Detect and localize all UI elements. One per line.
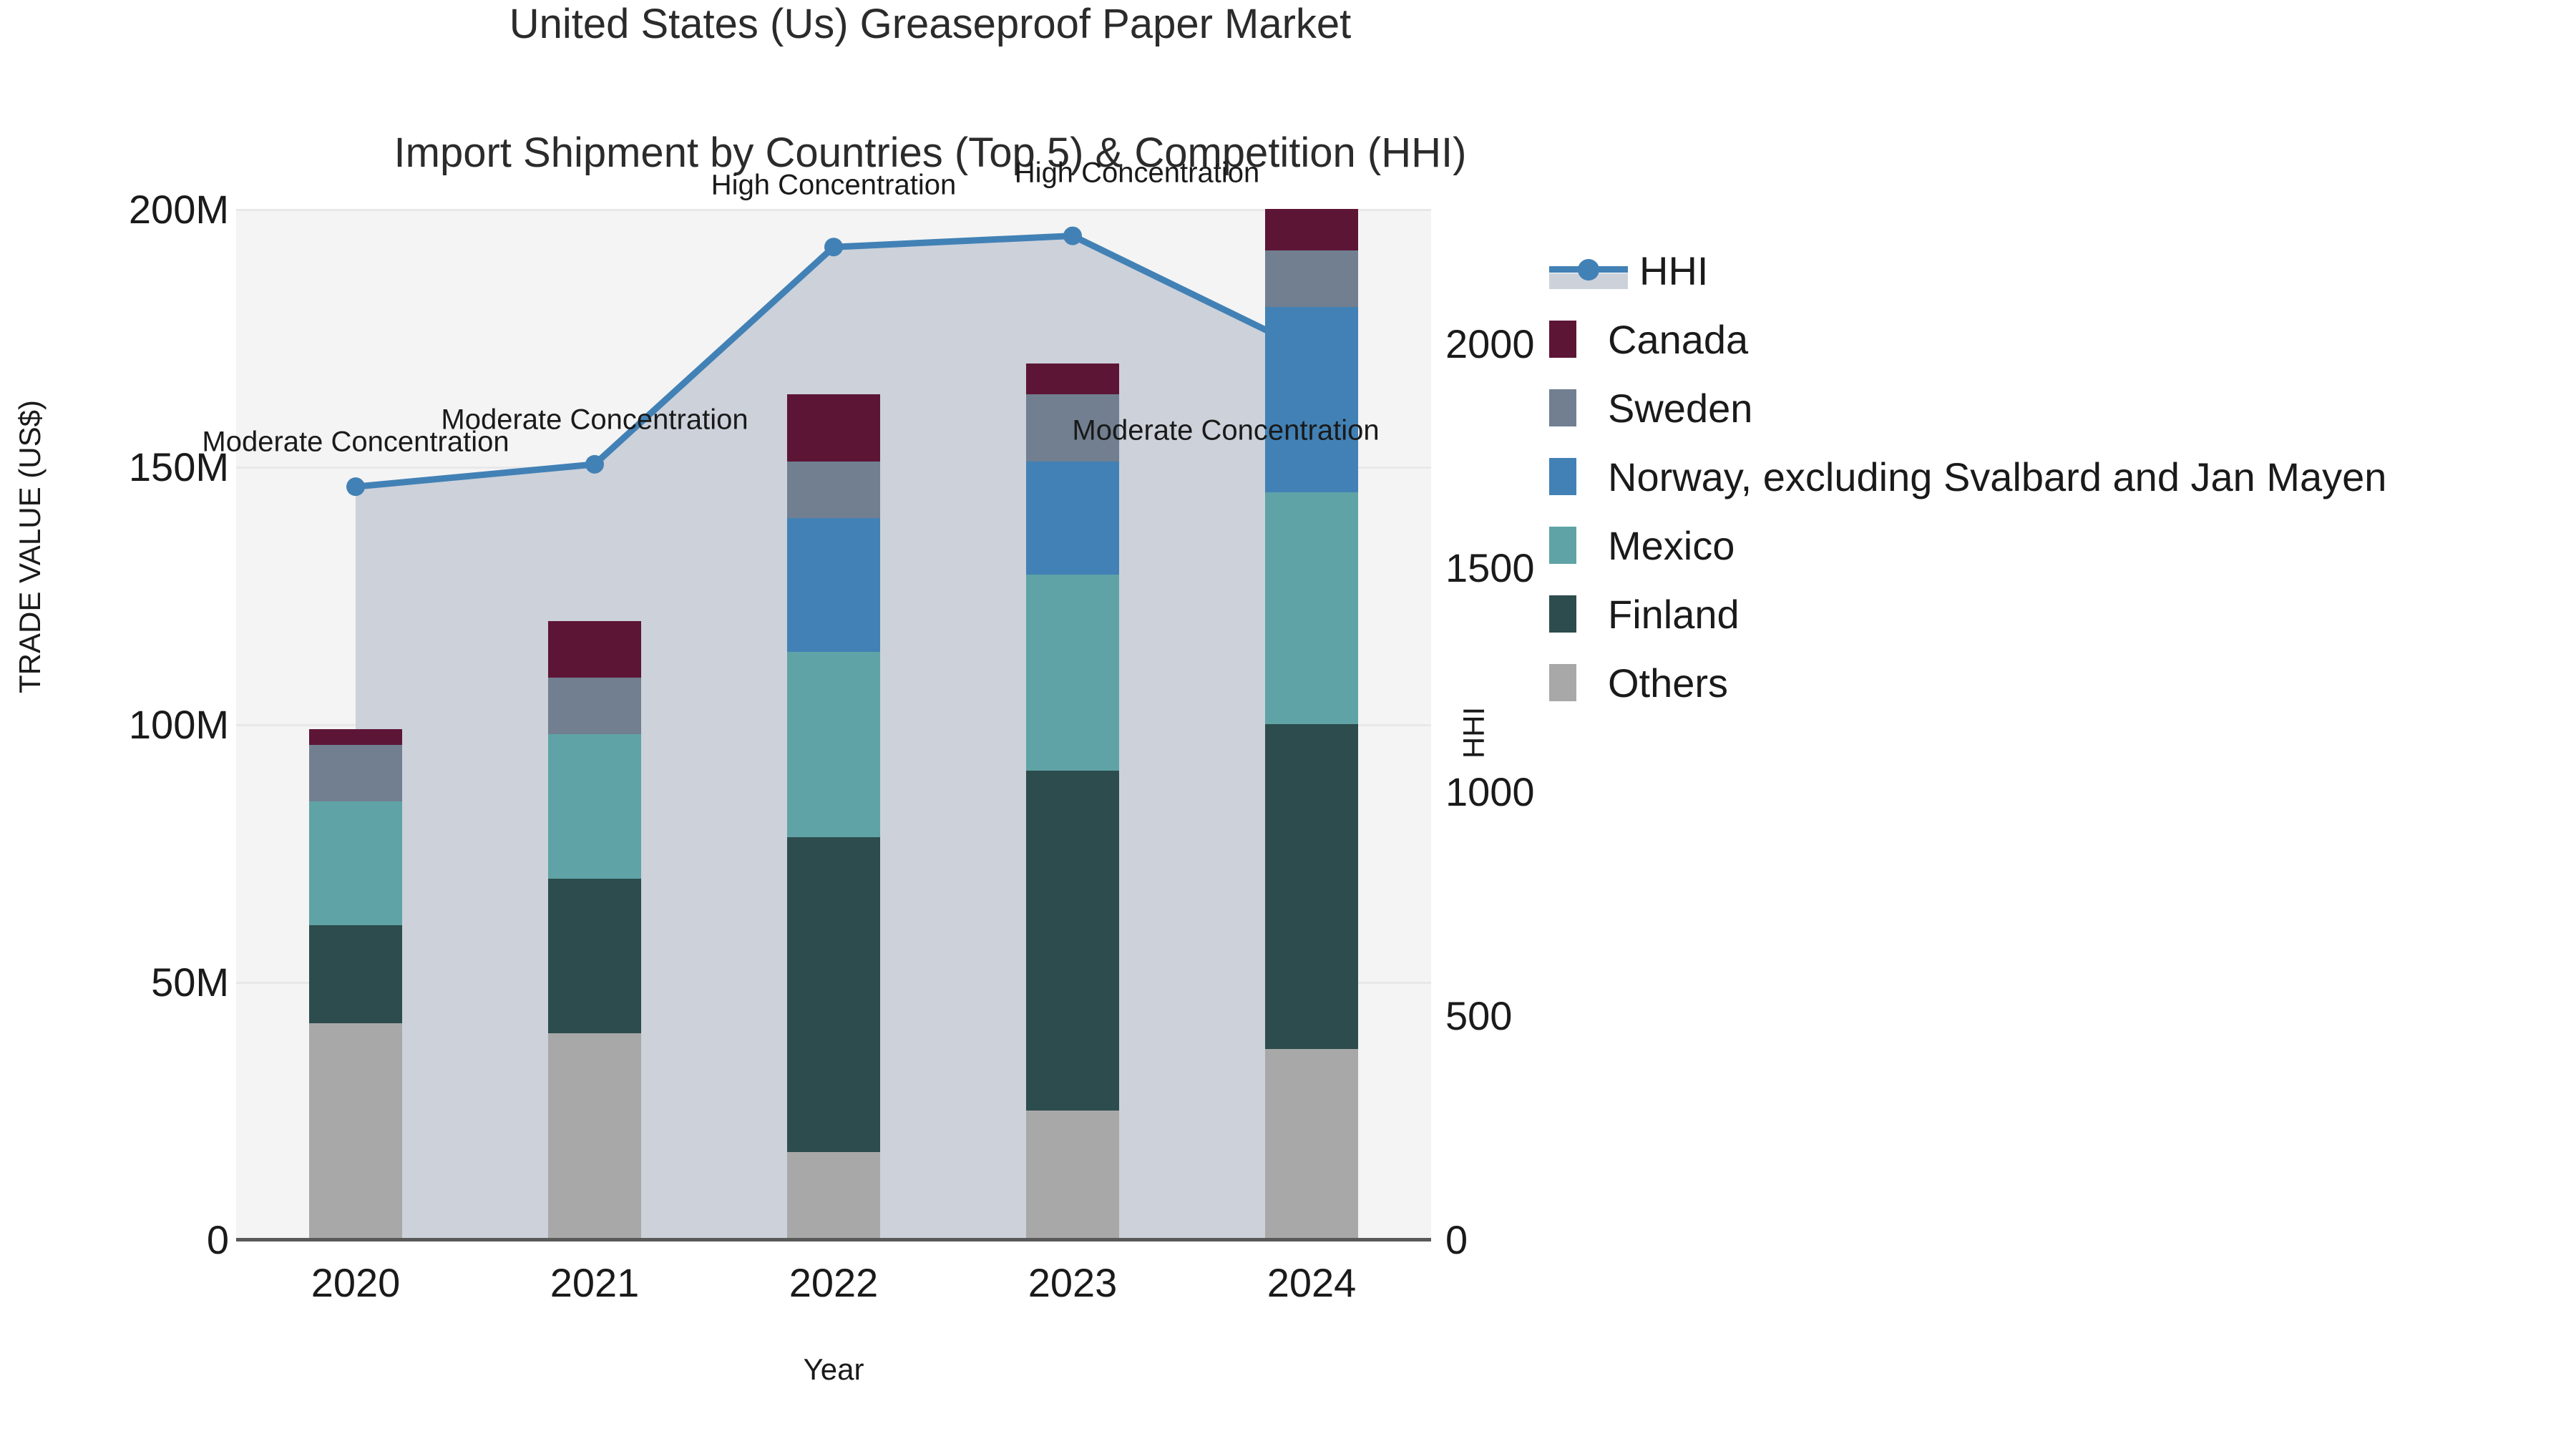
bar-segment[interactable] [309,924,402,1023]
bar-segment[interactable] [1026,461,1119,575]
hhi-annotation: High Concentration [711,169,957,201]
bar-segment[interactable] [1026,770,1119,1111]
legend-marker-dot [1578,259,1599,280]
bar-segment[interactable] [309,744,402,801]
legend-item[interactable]: Mexico [1549,511,2551,580]
hhi-data-point[interactable] [1063,226,1082,245]
hhi-annotation: Moderate Concentration [202,426,509,458]
bar-segment[interactable] [1265,250,1358,307]
legend-label: HHI [1639,248,1709,293]
chart-title: United States (Us) Greaseproof Paper Mar… [509,1,1352,47]
hhi-data-point[interactable] [824,238,843,257]
legend-item[interactable]: HHI [1549,236,2551,305]
legend-color-swatch [1549,664,1576,701]
bar-segment[interactable] [309,729,402,745]
legend-item[interactable]: Others [1549,648,2551,717]
legend-item[interactable]: Finland [1549,580,2551,648]
x-axis-label: Year [803,1352,864,1386]
bar-segment[interactable] [548,621,641,678]
bar-segment[interactable] [787,652,880,838]
legend-color-swatch [1549,458,1576,495]
bar-segment[interactable] [787,461,880,518]
bar-segment[interactable] [1265,306,1358,492]
bar-segment[interactable] [1026,364,1119,395]
bar-segment[interactable] [1026,394,1119,462]
bar-segment[interactable] [1026,1111,1119,1239]
bar-segment[interactable] [1026,575,1119,771]
plot-area [236,209,1431,1239]
y-tick-label-left: 0 [206,1217,229,1262]
gridline [236,209,1431,211]
y-axis-label-left: TRADE VALUE (US$) [13,400,47,693]
bar-segment[interactable] [548,1033,641,1239]
bar-segment[interactable] [1265,492,1358,724]
bar-segment[interactable] [1265,724,1358,1049]
legend-item[interactable]: Norway, excluding Svalbard and Jan Mayen [1549,442,2551,511]
y-tick-label-right: 500 [1445,992,1513,1038]
y-tick-label-left: 100M [128,702,229,747]
hhi-data-point[interactable] [585,454,604,474]
legend-line-marker-icon [1549,252,1628,289]
y-tick-label-left: 150M [128,444,229,489]
legend-label: Sweden [1608,385,1753,431]
bar-segment[interactable] [309,1023,402,1239]
bar-segment[interactable] [309,801,402,925]
bar-segment[interactable] [787,1151,880,1239]
legend-color-swatch [1549,527,1576,564]
y-tick-label-right: 2000 [1445,321,1535,366]
legend-label: Canada [1608,316,1749,362]
x-tick-label: 2022 [789,1260,879,1305]
hhi-annotation: Moderate Concentration [1072,414,1380,447]
bar-segment[interactable] [1265,1048,1358,1239]
bar-segment[interactable] [1265,209,1358,250]
bar-segment[interactable] [548,734,641,879]
chart-subtitle: Import Shipment by Countries (Top 5) & C… [394,130,1467,176]
legend-area-fill [1549,273,1628,289]
bar-segment[interactable] [787,518,880,653]
legend-label: Norway, excluding Svalbard and Jan Mayen [1608,454,2387,499]
bar-segment[interactable] [548,678,641,735]
legend-item[interactable]: Sweden [1549,374,2551,442]
hhi-data-point[interactable] [346,477,365,497]
x-axis-line [236,1238,1431,1241]
y-tick-label-left: 200M [128,187,229,232]
x-tick-label: 2024 [1267,1260,1357,1305]
hhi-annotation: High Concentration [1014,157,1260,189]
legend: HHI Canada Sweden Norway, excluding Svalbar… [1549,236,2551,717]
legend-label: Others [1608,660,1729,706]
legend-color-swatch [1549,321,1576,358]
y-tick-label-left: 50M [151,960,229,1005]
x-tick-label: 2023 [1028,1260,1118,1305]
legend-color-swatch [1549,389,1576,426]
bar-segment[interactable] [787,394,880,462]
hhi-annotation: Moderate Concentration [441,404,748,436]
y-tick-label-right: 1000 [1445,769,1535,814]
y-tick-label-right: 0 [1445,1217,1468,1262]
x-tick-label: 2020 [311,1260,401,1305]
bar-segment[interactable] [787,837,880,1152]
legend-color-swatch [1549,595,1576,633]
legend-label: Finland [1608,591,1740,637]
x-tick-label: 2021 [550,1260,640,1305]
legend-item[interactable]: Canada [1549,305,2551,374]
legend-label: Mexico [1608,522,1735,568]
bar-segment[interactable] [548,879,641,1033]
y-tick-label-right: 1500 [1445,545,1535,590]
